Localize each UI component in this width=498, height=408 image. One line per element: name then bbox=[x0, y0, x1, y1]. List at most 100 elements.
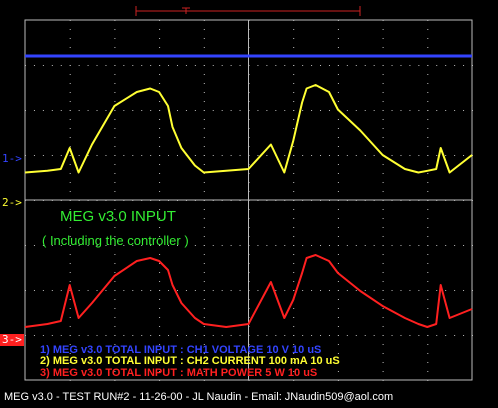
grid-dot bbox=[203, 200, 205, 201]
grid-dot bbox=[248, 299, 250, 300]
grid-dot bbox=[427, 83, 429, 84]
grid-dot bbox=[221, 155, 223, 156]
grid-dot bbox=[33, 155, 35, 156]
grid-dot bbox=[42, 335, 44, 336]
grid-dot bbox=[203, 191, 205, 192]
grid-dot bbox=[248, 209, 250, 210]
grid-dot bbox=[293, 362, 295, 363]
grid-dot bbox=[248, 308, 250, 309]
grid-dot bbox=[69, 344, 71, 345]
grid-dot bbox=[159, 119, 161, 120]
grid-dot bbox=[328, 335, 330, 336]
grid-dot bbox=[203, 371, 205, 372]
grid-dot bbox=[382, 38, 384, 39]
grid-dot bbox=[203, 263, 205, 264]
grid-dot bbox=[203, 218, 205, 219]
grid-dot bbox=[159, 38, 161, 39]
grid-dot bbox=[337, 209, 339, 210]
grid-dot bbox=[257, 200, 259, 201]
traces bbox=[24, 54, 473, 328]
grid-dot bbox=[33, 245, 35, 246]
grid-dot bbox=[427, 146, 429, 147]
grid-dot bbox=[159, 65, 161, 66]
grid-dot bbox=[203, 92, 205, 93]
grid-dot bbox=[212, 335, 214, 336]
grid-dot bbox=[42, 200, 44, 201]
grid-dot bbox=[293, 182, 295, 183]
grid-dot bbox=[427, 308, 429, 309]
grid-dot bbox=[391, 335, 393, 336]
grid-dot bbox=[427, 362, 429, 363]
grid-dot bbox=[168, 290, 170, 291]
grid-dot bbox=[427, 164, 429, 165]
grid-dot bbox=[373, 65, 375, 66]
grid-dot bbox=[203, 164, 205, 165]
grid-dot bbox=[400, 200, 402, 201]
grid-dot bbox=[51, 155, 53, 156]
grid-dot bbox=[176, 155, 178, 156]
grid-dot bbox=[69, 65, 71, 66]
grid-dot bbox=[400, 110, 402, 111]
grid-dot bbox=[248, 326, 250, 327]
grid-dot bbox=[382, 164, 384, 165]
grid-dot bbox=[337, 299, 339, 300]
grid-dot bbox=[114, 209, 116, 210]
grid-dot bbox=[212, 65, 214, 66]
grid-dot bbox=[248, 29, 250, 30]
grid-dot bbox=[25, 155, 26, 156]
grid-dot bbox=[427, 371, 429, 372]
grid-dot bbox=[427, 299, 429, 300]
grid-dot bbox=[69, 326, 71, 327]
grid-dot bbox=[266, 65, 268, 66]
grid-dot bbox=[445, 290, 447, 291]
grid-dot bbox=[114, 173, 116, 174]
grid-dot bbox=[427, 101, 429, 102]
grid-dot bbox=[302, 155, 304, 156]
grid-dot bbox=[185, 200, 187, 201]
grid-dot bbox=[436, 245, 438, 246]
grid-dot bbox=[284, 335, 286, 336]
grid-dot bbox=[114, 182, 116, 183]
grid-dot bbox=[445, 65, 447, 66]
grid-dot bbox=[203, 308, 205, 309]
grid-dot bbox=[96, 335, 98, 336]
grid-dot bbox=[400, 290, 402, 291]
grid-dot bbox=[337, 362, 339, 363]
grid-dot bbox=[212, 290, 214, 291]
grid-dot bbox=[123, 65, 125, 66]
grid-dot bbox=[132, 200, 134, 201]
grid-dot bbox=[472, 200, 473, 201]
grid-dot bbox=[248, 218, 250, 219]
grid-dot bbox=[69, 164, 71, 165]
grid-dot bbox=[114, 263, 116, 264]
grid-dot bbox=[69, 317, 71, 318]
grid-dot bbox=[114, 92, 116, 93]
grid-dot bbox=[114, 344, 116, 345]
grid-dot bbox=[185, 65, 187, 66]
grid-dot bbox=[427, 155, 429, 156]
grid-dot bbox=[427, 227, 429, 228]
grid-dot bbox=[337, 128, 339, 129]
grid-dot bbox=[275, 245, 277, 246]
grid-dot bbox=[168, 200, 170, 201]
grid-dot bbox=[293, 209, 295, 210]
grid-dot bbox=[463, 65, 465, 66]
grid-dot bbox=[293, 173, 295, 174]
grid-dot bbox=[400, 335, 402, 336]
grid-dot bbox=[132, 65, 134, 66]
grid-dot bbox=[69, 101, 71, 102]
grid-dot bbox=[69, 47, 71, 48]
grid-dot bbox=[382, 236, 384, 237]
grid-dot bbox=[105, 200, 107, 201]
grid-dot bbox=[248, 191, 250, 192]
grid-dot bbox=[391, 110, 393, 111]
grid-dot bbox=[418, 290, 420, 291]
grid-dot bbox=[293, 119, 295, 120]
grid-dot bbox=[78, 155, 80, 156]
grid-dot bbox=[69, 353, 71, 354]
grid-dot bbox=[320, 110, 322, 111]
grid-dot bbox=[463, 200, 465, 201]
grid-dot bbox=[427, 92, 429, 93]
grid-dot bbox=[436, 65, 438, 66]
grid-dot bbox=[427, 353, 429, 354]
